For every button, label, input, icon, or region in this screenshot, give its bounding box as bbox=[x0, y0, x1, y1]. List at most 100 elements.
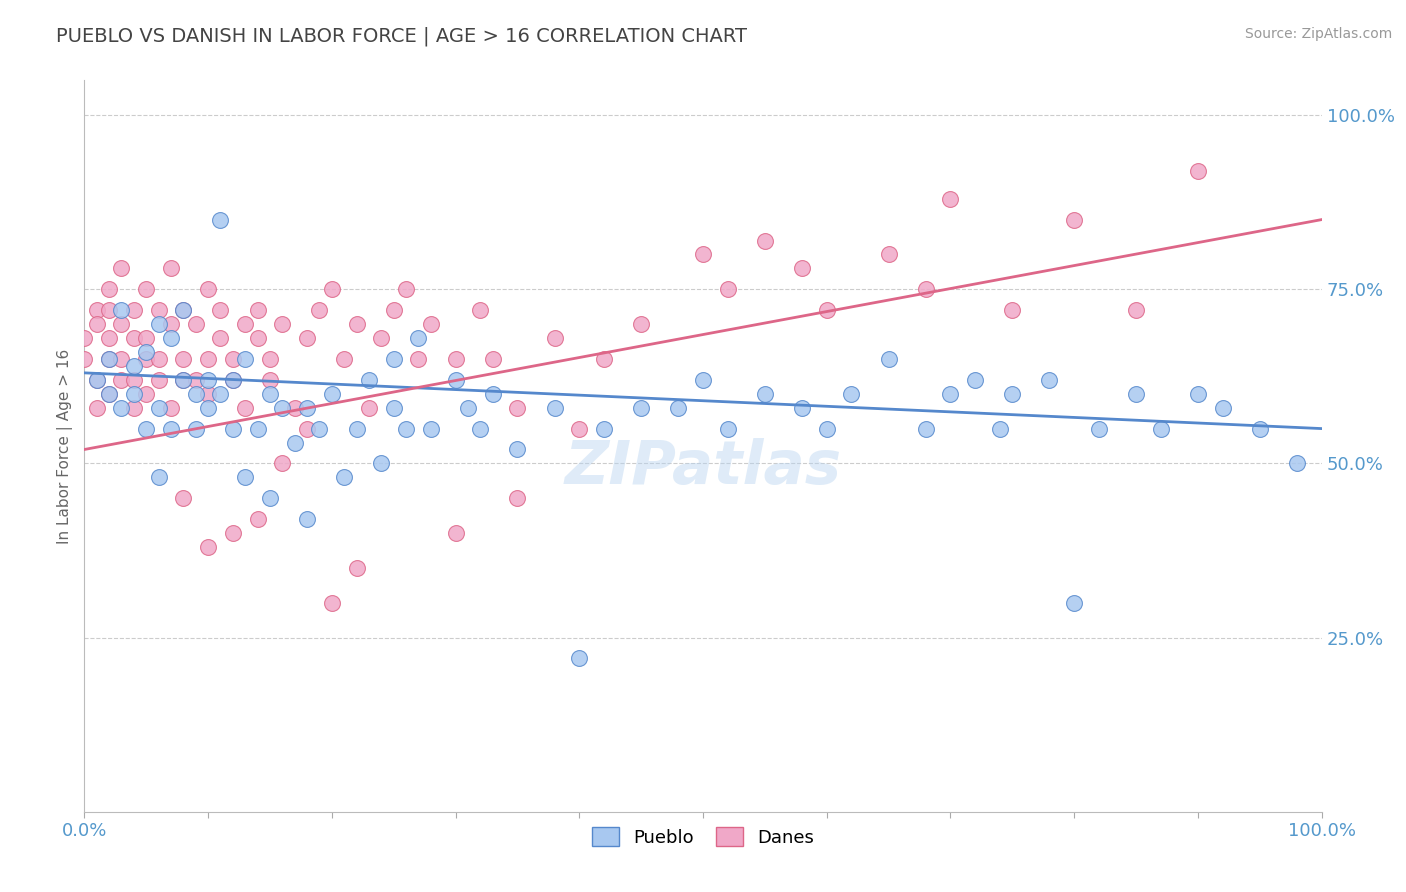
Point bbox=[754, 234, 776, 248]
Point bbox=[630, 401, 652, 415]
Point bbox=[408, 351, 430, 366]
Point bbox=[197, 386, 219, 401]
Point bbox=[395, 421, 418, 435]
Point bbox=[209, 212, 232, 227]
Point bbox=[382, 351, 405, 366]
Point bbox=[160, 261, 183, 276]
Point bbox=[233, 351, 256, 366]
Point bbox=[233, 317, 256, 331]
Point bbox=[86, 373, 108, 387]
Point bbox=[246, 421, 269, 435]
Point bbox=[321, 386, 343, 401]
Point bbox=[1249, 421, 1271, 435]
Point bbox=[506, 442, 529, 457]
Point bbox=[333, 470, 356, 484]
Point bbox=[209, 386, 232, 401]
Point bbox=[914, 282, 936, 296]
Point bbox=[815, 421, 838, 435]
Point bbox=[148, 373, 170, 387]
Point bbox=[295, 421, 318, 435]
Point bbox=[110, 317, 132, 331]
Point bbox=[233, 401, 256, 415]
Point bbox=[717, 421, 740, 435]
Point bbox=[86, 303, 108, 318]
Point bbox=[172, 373, 194, 387]
Point bbox=[357, 373, 380, 387]
Point bbox=[1125, 386, 1147, 401]
Point bbox=[444, 373, 467, 387]
Point bbox=[965, 373, 987, 387]
Point bbox=[98, 351, 121, 366]
Point bbox=[98, 331, 121, 345]
Y-axis label: In Labor Force | Age > 16: In Labor Force | Age > 16 bbox=[58, 349, 73, 543]
Point bbox=[135, 345, 157, 359]
Point bbox=[481, 386, 503, 401]
Point bbox=[506, 491, 529, 506]
Point bbox=[172, 303, 194, 318]
Point bbox=[160, 331, 183, 345]
Point bbox=[98, 282, 121, 296]
Point bbox=[333, 351, 356, 366]
Point bbox=[135, 421, 157, 435]
Point bbox=[110, 303, 132, 318]
Point bbox=[184, 373, 207, 387]
Point bbox=[246, 512, 269, 526]
Point bbox=[470, 303, 492, 318]
Point bbox=[148, 401, 170, 415]
Point bbox=[370, 457, 392, 471]
Text: Source: ZipAtlas.com: Source: ZipAtlas.com bbox=[1244, 27, 1392, 41]
Point bbox=[543, 401, 565, 415]
Point bbox=[593, 351, 616, 366]
Point bbox=[184, 386, 207, 401]
Point bbox=[98, 351, 121, 366]
Point bbox=[939, 386, 962, 401]
Point bbox=[790, 401, 813, 415]
Point bbox=[284, 435, 307, 450]
Point bbox=[197, 282, 219, 296]
Point bbox=[184, 317, 207, 331]
Point bbox=[259, 351, 281, 366]
Point bbox=[222, 421, 245, 435]
Point bbox=[197, 373, 219, 387]
Point bbox=[172, 303, 194, 318]
Legend: Pueblo, Danes: Pueblo, Danes bbox=[585, 820, 821, 854]
Point bbox=[382, 303, 405, 318]
Point bbox=[1285, 457, 1308, 471]
Point bbox=[110, 373, 132, 387]
Point bbox=[630, 317, 652, 331]
Point bbox=[790, 261, 813, 276]
Point bbox=[444, 526, 467, 541]
Point bbox=[295, 512, 318, 526]
Point bbox=[841, 386, 863, 401]
Point bbox=[295, 401, 318, 415]
Point bbox=[284, 401, 307, 415]
Point bbox=[135, 386, 157, 401]
Point bbox=[271, 457, 294, 471]
Point bbox=[86, 317, 108, 331]
Point bbox=[172, 373, 194, 387]
Point bbox=[754, 386, 776, 401]
Point bbox=[110, 351, 132, 366]
Point bbox=[73, 331, 96, 345]
Point bbox=[692, 373, 714, 387]
Point bbox=[122, 331, 145, 345]
Point bbox=[184, 421, 207, 435]
Point bbox=[160, 317, 183, 331]
Point bbox=[1150, 421, 1173, 435]
Point bbox=[877, 351, 900, 366]
Point bbox=[172, 351, 194, 366]
Point bbox=[815, 303, 838, 318]
Point bbox=[197, 540, 219, 554]
Point bbox=[222, 373, 245, 387]
Text: ZIPatlas: ZIPatlas bbox=[564, 439, 842, 498]
Point bbox=[98, 386, 121, 401]
Point bbox=[419, 421, 441, 435]
Point bbox=[1001, 303, 1024, 318]
Point bbox=[506, 401, 529, 415]
Point bbox=[98, 303, 121, 318]
Point bbox=[271, 317, 294, 331]
Point bbox=[122, 401, 145, 415]
Point bbox=[122, 373, 145, 387]
Point bbox=[593, 421, 616, 435]
Point bbox=[1038, 373, 1060, 387]
